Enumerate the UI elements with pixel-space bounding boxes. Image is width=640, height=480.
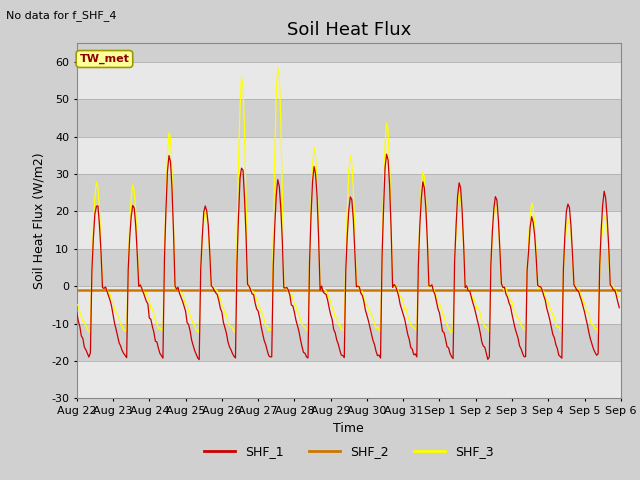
Bar [77,361,621,398]
Bar [77,99,621,137]
Title: Soil Heat Flux: Soil Heat Flux [287,21,411,39]
Bar [77,249,621,286]
Legend: SHF_1, SHF_2, SHF_3: SHF_1, SHF_2, SHF_3 [199,440,499,463]
X-axis label: Time: Time [333,421,364,434]
Text: TW_met: TW_met [79,54,129,64]
Bar [77,62,621,99]
Bar [77,137,621,174]
Bar [77,212,621,249]
Bar [77,324,621,361]
Bar [77,174,621,212]
Bar [77,286,621,324]
Y-axis label: Soil Heat Flux (W/m2): Soil Heat Flux (W/m2) [33,153,45,289]
Text: No data for f_SHF_4: No data for f_SHF_4 [6,10,117,21]
